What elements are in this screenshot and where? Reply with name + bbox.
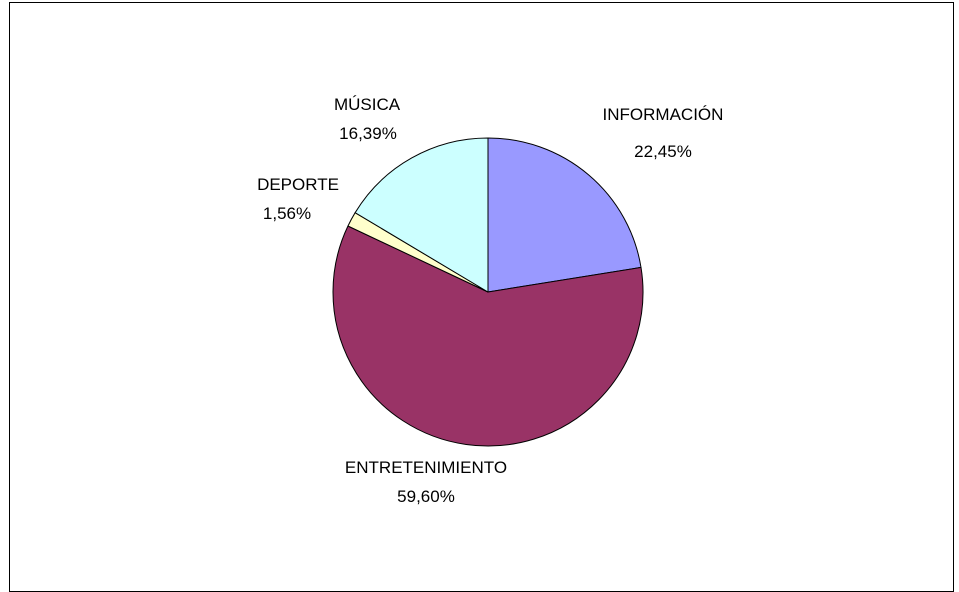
- label-deporte-value: 1,56%: [263, 204, 311, 223]
- label-informacion-category: INFORMACIÓN: [603, 105, 724, 124]
- label-informacion-value: 22,45%: [634, 142, 692, 161]
- pie-slices: [332, 137, 644, 447]
- slice-entretenimiento: [332, 225, 644, 447]
- label-musica-category: MÚSICA: [334, 95, 401, 114]
- slice-informacion: [487, 137, 642, 293]
- label-musica-value: 16,39%: [339, 124, 397, 143]
- label-deporte-category: DEPORTE: [257, 175, 339, 194]
- slice-musica: [354, 137, 489, 293]
- label-entretenimiento-value: 59,60%: [397, 487, 455, 506]
- label-entretenimiento-category: ENTRETENIMIENTO: [345, 458, 507, 477]
